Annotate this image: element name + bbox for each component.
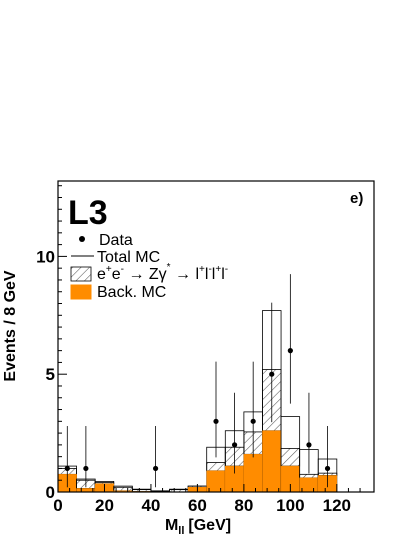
- x-axis-title-main: M: [165, 517, 178, 534]
- data-point: [324, 465, 331, 472]
- y-tick-label: 10: [36, 247, 55, 266]
- data-point: [269, 371, 275, 377]
- legend-label-signal: e+e- → Zγ* → l+l-l+l-: [97, 262, 228, 283]
- legend-signal-part-10: l: [212, 266, 216, 283]
- y-axis-title: Events / 8 GeV: [2, 270, 19, 381]
- legend-label-total-mc: Total MC: [97, 249, 160, 266]
- data-point: [64, 465, 70, 472]
- legend-marker-signal: [70, 266, 92, 282]
- data-point: [213, 418, 219, 424]
- legend-signal-part-4: → Zγ: [124, 266, 167, 283]
- legend-marker-background: [70, 284, 92, 300]
- legend-signal-part-13: -: [225, 264, 228, 275]
- legend-signal-part-7: +: [199, 264, 205, 275]
- bars-layer: [57, 310, 338, 493]
- error-bars-layer: [66, 274, 328, 488]
- background-mc-bar: [262, 430, 282, 493]
- data-point: [152, 465, 159, 472]
- x-tick-label: 100: [276, 496, 304, 515]
- signal-mc-bar: [299, 473, 319, 479]
- background-mc-bar: [243, 454, 263, 493]
- signal-mc-bar: [206, 462, 226, 472]
- signal-mc-bar: [131, 489, 152, 492]
- legend-signal-part-2: e: [112, 266, 121, 283]
- legend-marker-data: [79, 236, 85, 242]
- plot-frame: [57, 180, 375, 493]
- x-axis-title-sub: ll: [178, 525, 184, 537]
- panel-label: e): [350, 190, 363, 207]
- ticks-layer: 0 20 40 60 80 100 120 0 5 10: [36, 185, 361, 515]
- y-tick-label: 0: [46, 483, 55, 502]
- legend-signal-part-5: *: [167, 262, 171, 273]
- x-tick-label: 80: [234, 496, 253, 515]
- data-point: [287, 348, 293, 354]
- x-tick-label: 60: [188, 496, 207, 515]
- data-point: [231, 442, 238, 448]
- legend-signal-part-11: +: [215, 264, 221, 275]
- legend-signal-part-3: -: [121, 264, 124, 275]
- x-tick-label: 0: [53, 496, 62, 515]
- legend-label-data: Data: [99, 232, 133, 249]
- experiment-label: L3: [68, 194, 108, 232]
- legend-signal-part-0: e: [97, 266, 106, 283]
- x-tick-label: 40: [141, 496, 160, 515]
- legend: Data Total MC e+e- → Zγ* → l+l-l+l- Back…: [70, 232, 228, 301]
- signal-mc-bar: [280, 448, 301, 467]
- y-tick-label: 5: [46, 365, 55, 384]
- legend-signal-part-8: l: [205, 266, 209, 283]
- x-tick-label: 20: [95, 496, 114, 515]
- data-points-layer: [64, 348, 331, 472]
- x-axis-title: Mll [GeV]: [165, 517, 231, 537]
- data-point: [306, 442, 312, 448]
- data-point: [250, 418, 256, 424]
- x-axis-title-unit: [GeV]: [188, 517, 231, 534]
- legend-signal-part-12: l: [221, 266, 225, 283]
- legend-signal-part-1: +: [106, 264, 112, 275]
- legend-label-background: Back. MC: [97, 284, 166, 301]
- legend-signal-part-9: -: [208, 264, 211, 275]
- x-tick-label: 120: [323, 496, 351, 515]
- data-point: [83, 465, 89, 472]
- legend-signal-part-6: → l: [171, 266, 199, 283]
